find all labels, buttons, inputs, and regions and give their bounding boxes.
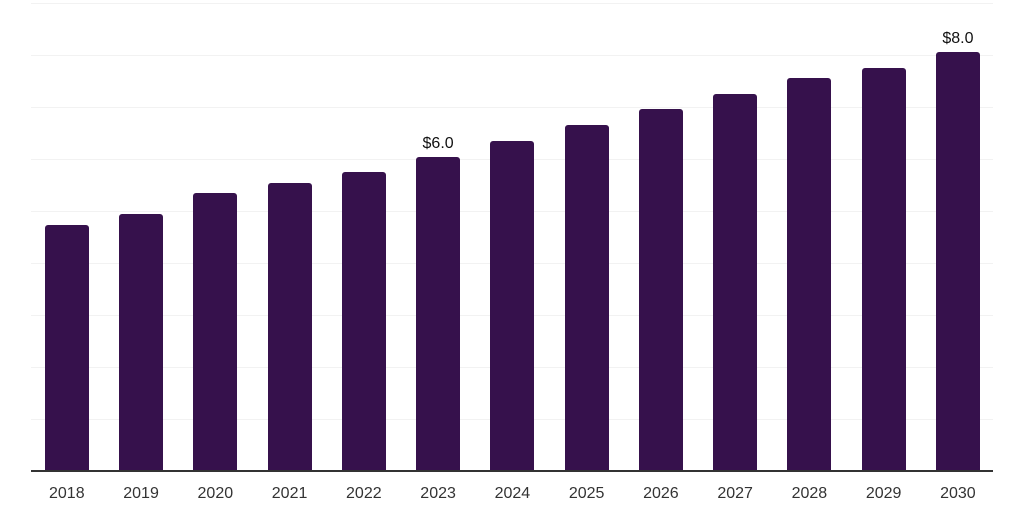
x-axis-tick-label: 2030 xyxy=(940,485,976,502)
bar-2022 xyxy=(342,172,386,471)
x-axis-tick-label: 2025 xyxy=(568,485,605,502)
bar-2025 xyxy=(565,125,609,471)
bar-value-label-2030: $8.0 xyxy=(942,30,974,47)
x-axis-tick-label: 2027 xyxy=(717,485,753,502)
bar-2024 xyxy=(490,141,534,471)
x-axis-line xyxy=(31,470,993,472)
x-axis-tick-label: 2024 xyxy=(494,485,531,502)
bar-2023 xyxy=(416,157,460,471)
bar-2027 xyxy=(713,94,757,471)
x-axis-tick-label: 2026 xyxy=(643,485,679,502)
bar-2029 xyxy=(862,68,906,471)
gridline xyxy=(31,55,993,56)
x-axis-tick-label: 2021 xyxy=(271,485,308,502)
x-axis-tick-label: 2020 xyxy=(197,485,234,502)
gridline xyxy=(31,107,993,108)
bar-2026 xyxy=(639,109,683,471)
bar-2020 xyxy=(193,193,237,471)
bar-2021 xyxy=(268,183,312,471)
x-axis-tick-label: 2018 xyxy=(49,485,85,502)
bar-2019 xyxy=(119,214,163,471)
x-axis-tick-label: 2022 xyxy=(346,485,382,502)
gridline xyxy=(31,3,993,4)
bar-2028 xyxy=(787,78,831,471)
bar-2018 xyxy=(45,225,89,471)
bar-value-label-2023: $6.0 xyxy=(422,135,454,152)
x-axis-tick-label: 2028 xyxy=(791,485,828,502)
bar-2030 xyxy=(936,52,980,471)
x-axis-tick-label: 2029 xyxy=(865,485,902,502)
x-axis-tick-label: 2023 xyxy=(420,485,456,502)
x-axis-tick-label: 2019 xyxy=(123,485,159,502)
